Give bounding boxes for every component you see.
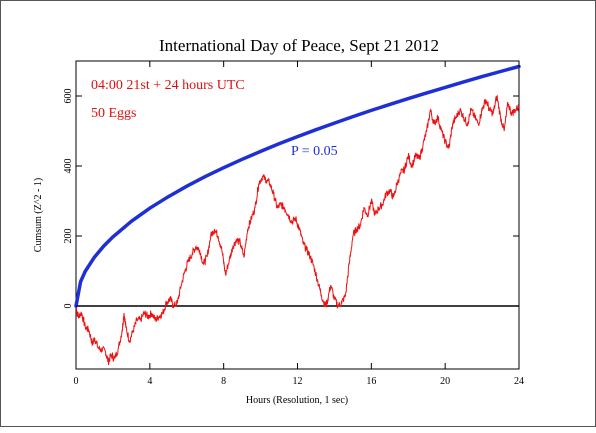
series-layer (74, 64, 521, 366)
annotation-probability: P = 0.05 (291, 144, 338, 159)
x-tick-label: 4 (147, 376, 152, 387)
x-tick-label: 8 (221, 376, 226, 387)
y-tick-label: 600 (63, 89, 74, 104)
x-tick-label: 0 (74, 376, 79, 387)
x-tick-label: 24 (514, 376, 524, 387)
y-tick-label: 400 (63, 159, 74, 174)
series-cumulative-deviation (75, 94, 520, 366)
series-probability-envelope (74, 64, 521, 308)
y-axis-label: Cumsum (Z^2 - 1) (33, 178, 44, 252)
y-tick-label: 0 (63, 304, 74, 309)
x-tick-label: 20 (440, 376, 450, 387)
x-tick-label: 12 (293, 376, 303, 387)
annotation-eggs: 50 Eggs (91, 106, 137, 121)
y-tick-label: 200 (63, 229, 74, 244)
chart-title: International Day of Peace, Sept 21 2012 (159, 36, 439, 55)
x-tick-label: 16 (366, 376, 376, 387)
x-axis-label: Hours (Resolution, 1 sec) (246, 395, 348, 406)
axis-layer: 0 4 8 12 16 20 24 0 200 400 600 (63, 61, 524, 387)
annotation-time-window: 04:00 21st + 24 hours UTC (91, 78, 245, 93)
